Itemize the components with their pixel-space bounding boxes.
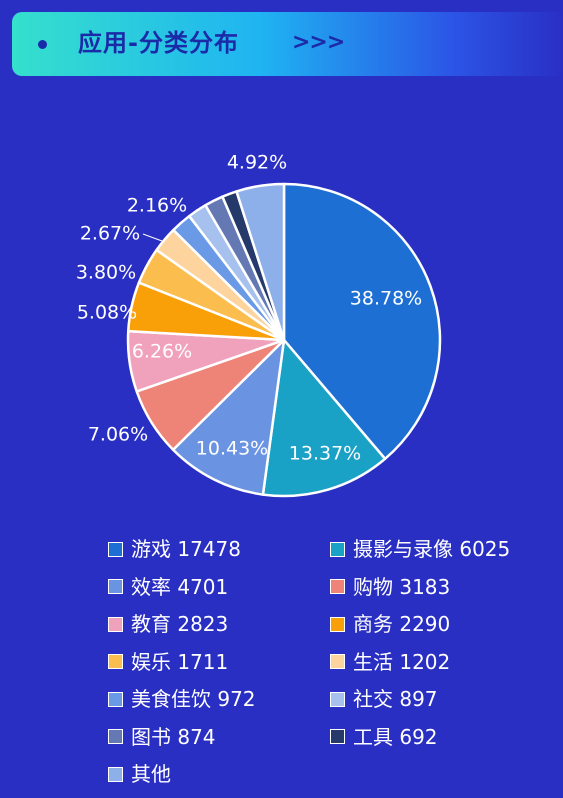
bullet-dot-icon — [38, 40, 47, 49]
pie-slice-3 — [171, 338, 286, 496]
slice-percent-label: 2.16% — [127, 195, 187, 217]
slice-percent-label: 6.26% — [132, 341, 192, 363]
slice-percent-label: 3.80% — [76, 262, 136, 284]
pie-slice-1 — [282, 182, 442, 461]
slice-percent-label: 5.08% — [77, 302, 137, 324]
slice-percent-label: 10.43% — [196, 438, 268, 460]
triple-chevron-icon: >>> — [292, 30, 345, 55]
slice-percent-label: 38.78% — [350, 288, 422, 310]
pie-slice-13 — [235, 182, 286, 342]
slice-percent-label: 4.92% — [227, 152, 287, 174]
label-leader-line — [142, 233, 163, 242]
section-header: 应用-分类分布 >>> — [12, 12, 563, 76]
pie-slice-2 — [261, 338, 387, 498]
slice-percent-label: 2.67% — [80, 223, 140, 245]
section-title: 应用-分类分布 — [78, 29, 239, 57]
slice-percent-label: 13.37% — [289, 443, 361, 465]
slice-percent-label: 7.06% — [88, 424, 148, 446]
